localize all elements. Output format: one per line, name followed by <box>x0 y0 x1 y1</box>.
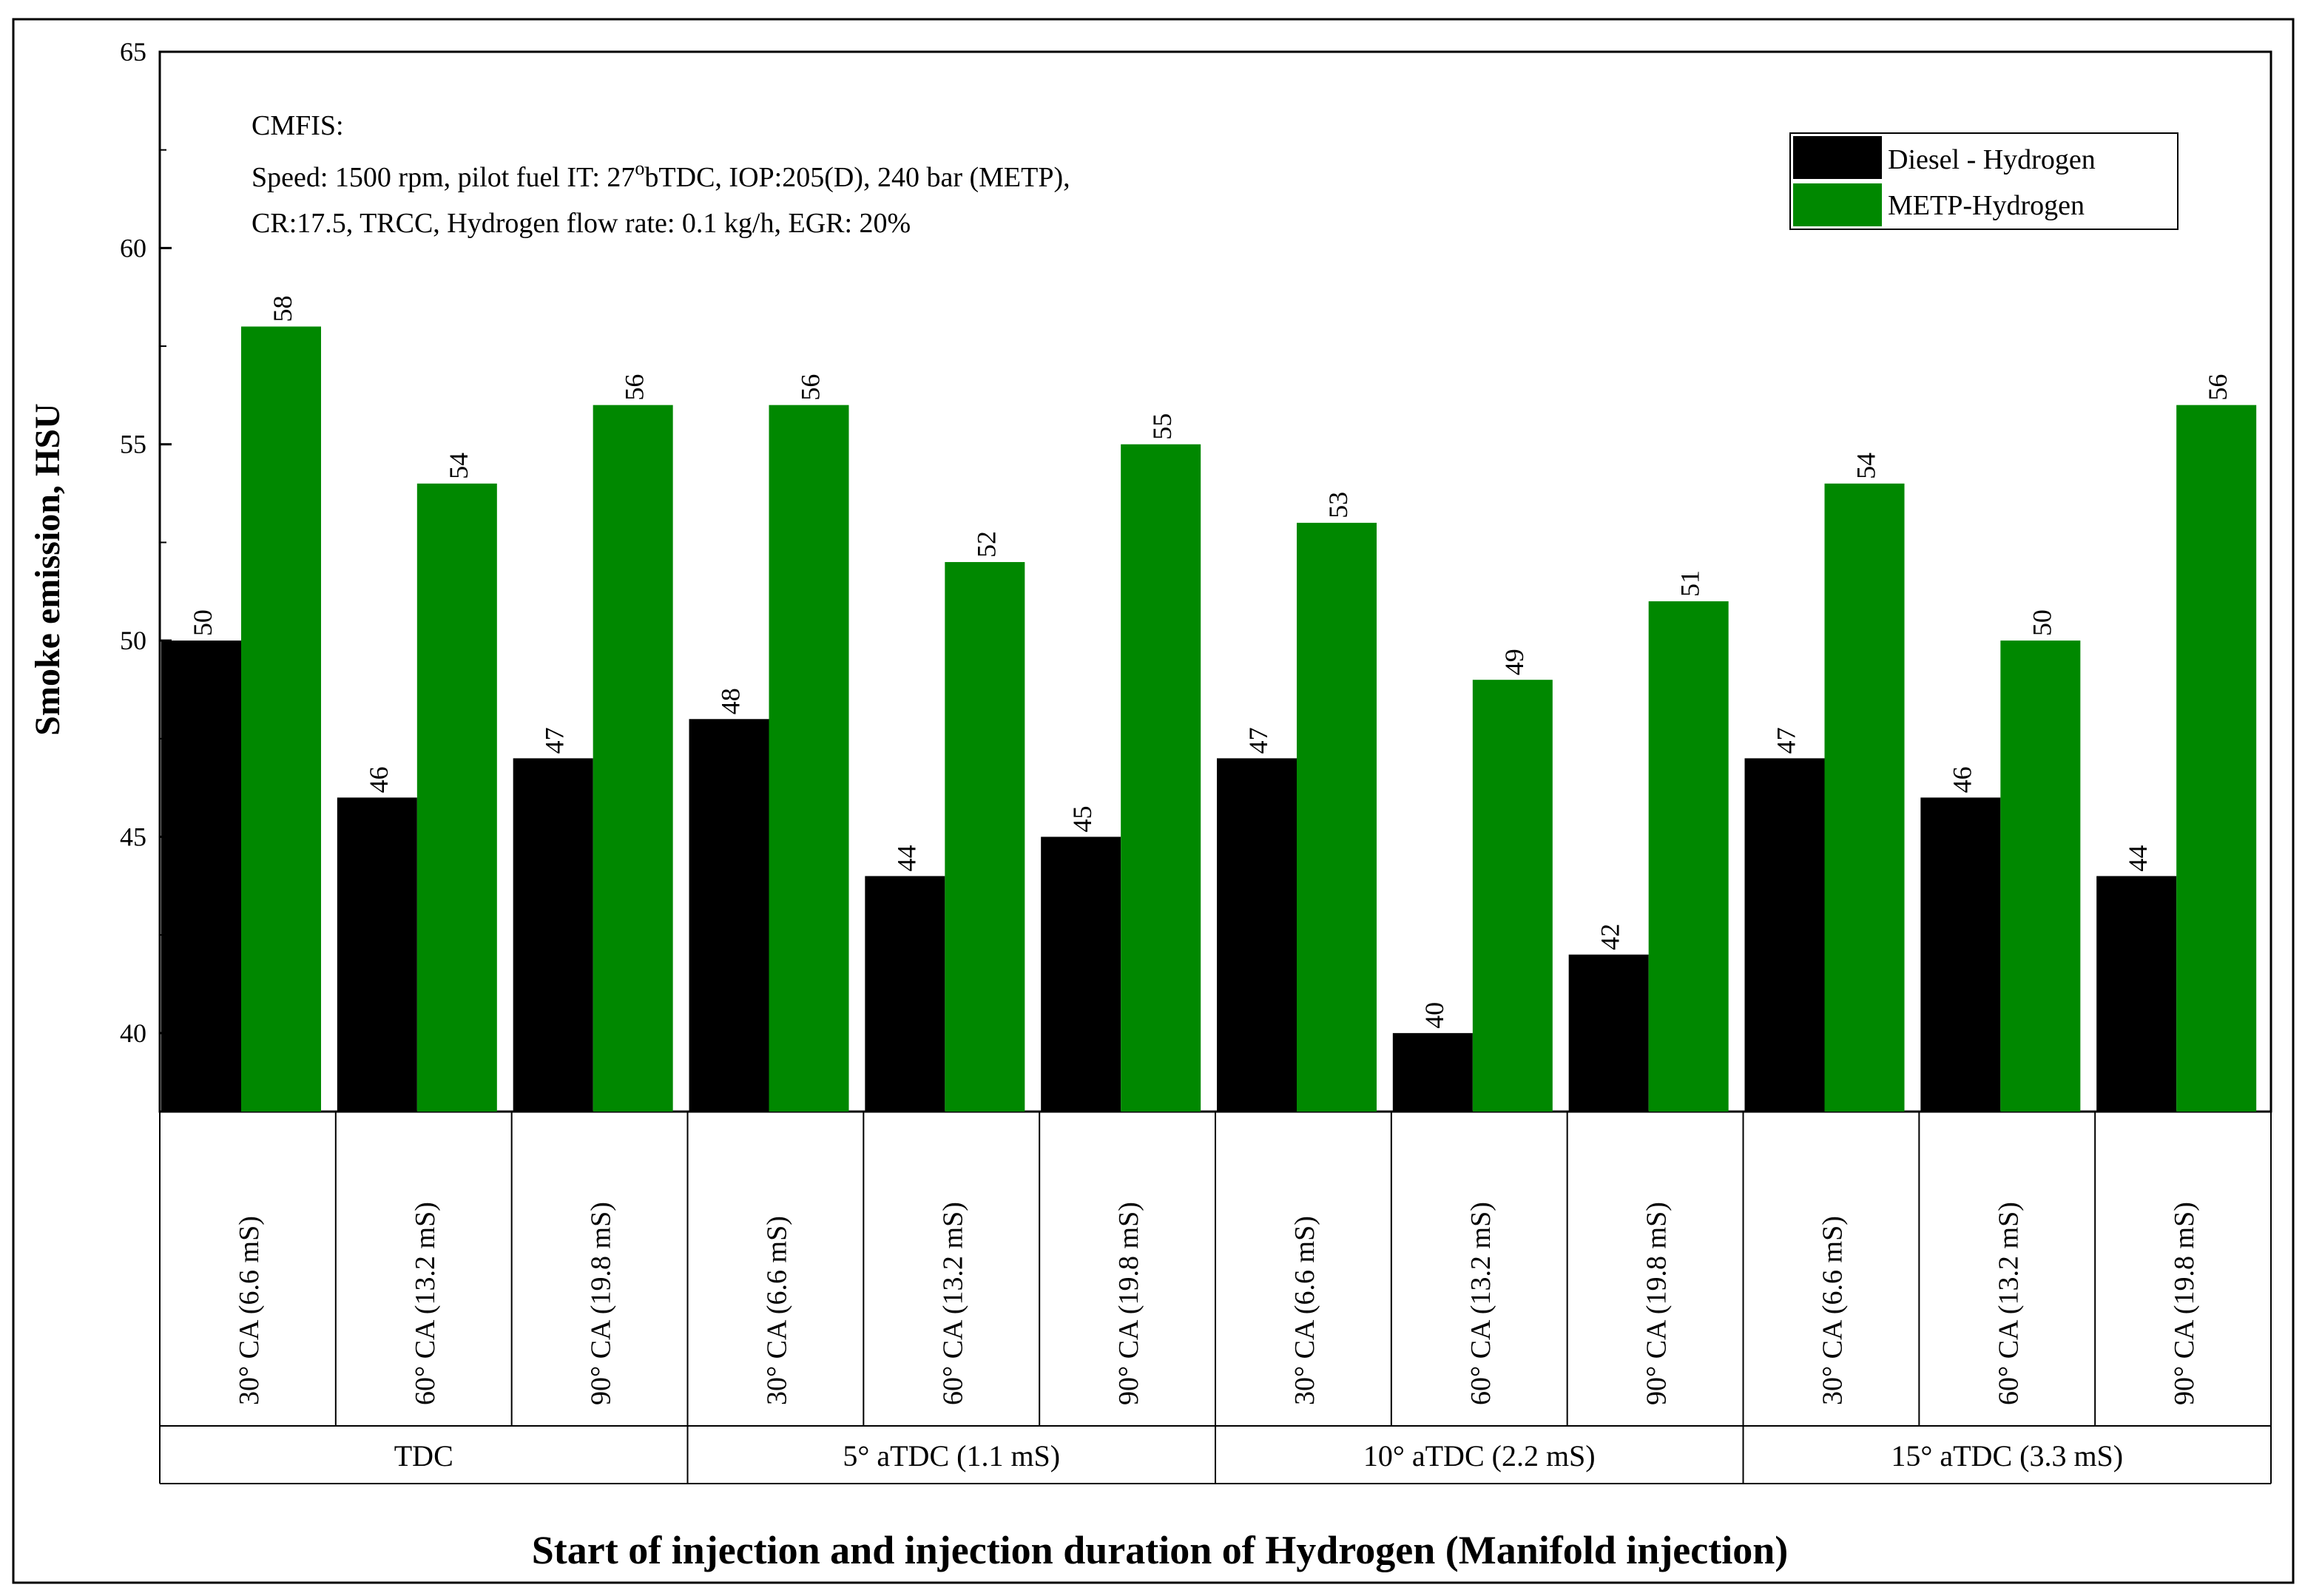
bar-diesel-10 <box>1744 758 1825 1112</box>
bar-metp-3 <box>593 405 673 1112</box>
legend-swatch-metp <box>1793 183 1882 226</box>
bar-value-label: 54 <box>444 453 473 479</box>
y-axis-title: Smoke emission, HSU <box>28 403 67 735</box>
annotation-line-2: Speed: 1500 rpm, pilot fuel IT: 27obTDC,… <box>252 158 1070 193</box>
bar-diesel-11 <box>1920 797 2001 1112</box>
bar-value-label: 46 <box>1947 766 1977 793</box>
y-tick-label: 50 <box>120 626 146 655</box>
category-label: 30° CA (6.6 mS) <box>761 1216 792 1405</box>
bar-diesel-9 <box>1568 954 1649 1112</box>
category-label: 90° CA (19.8 mS) <box>1113 1202 1144 1405</box>
annotation-line-1: CMFIS: <box>252 110 344 141</box>
bar-value-label: 53 <box>1323 492 1353 518</box>
bar-value-label: 47 <box>1772 727 1801 754</box>
bar-value-label: 47 <box>1243 727 1273 754</box>
bar-value-label: 44 <box>2123 845 2153 872</box>
bar-metp-12 <box>2176 405 2257 1112</box>
bar-value-label: 56 <box>796 374 826 401</box>
bar-value-label: 51 <box>1675 570 1705 597</box>
bar-value-label: 50 <box>2027 609 2056 636</box>
bar-value-label: 55 <box>1147 413 1177 440</box>
y-tick-label: 45 <box>120 822 146 851</box>
y-tick-label: 60 <box>120 233 146 263</box>
bar-diesel-6 <box>1041 836 1121 1112</box>
bar-metp-1 <box>241 326 321 1112</box>
bar-diesel-2 <box>337 797 417 1112</box>
legend-label-diesel: Diesel - Hydrogen <box>1888 144 2096 175</box>
bar-metp-2 <box>416 483 497 1112</box>
legend-swatch-diesel <box>1793 136 1882 179</box>
bar-diesel-8 <box>1392 1032 1473 1112</box>
category-label: 60° CA (13.2 mS) <box>1993 1202 2024 1405</box>
bar-diesel-12 <box>2096 876 2177 1112</box>
bar-value-label: 56 <box>620 374 649 401</box>
group-label: 15° aTDC (3.3 mS) <box>1891 1439 2123 1472</box>
category-label: 90° CA (19.8 mS) <box>586 1202 617 1405</box>
group-label: TDC <box>394 1439 453 1472</box>
bar-value-label: 56 <box>2203 374 2233 401</box>
annotation-line-2b: bTDC, IOP:205(D), 240 bar (METP), <box>644 162 1070 193</box>
category-label: 30° CA (6.6 mS) <box>234 1216 265 1405</box>
bar-diesel-5 <box>865 876 945 1112</box>
legend-label-metp: METP-Hydrogen <box>1888 190 2085 221</box>
bar-metp-11 <box>2000 640 2081 1112</box>
bar-value-label: 46 <box>364 766 394 793</box>
bar-value-label: 49 <box>1499 649 1529 675</box>
bar-value-label: 40 <box>1420 1002 1449 1029</box>
bar-metp-4 <box>769 405 849 1112</box>
category-label: 60° CA (13.2 mS) <box>1465 1202 1496 1405</box>
category-label: 30° CA (6.6 mS) <box>1289 1216 1320 1405</box>
bar-value-label: 42 <box>1596 924 1625 950</box>
group-label: 5° aTDC (1.1 mS) <box>843 1439 1060 1472</box>
bar-metp-9 <box>1648 601 1729 1112</box>
bar-value-label: 52 <box>971 531 1001 558</box>
bar-value-label: 50 <box>188 609 217 636</box>
bar-metp-8 <box>1472 680 1553 1112</box>
bar-metp-6 <box>1121 444 1201 1112</box>
annotation-line-3: CR:17.5, TRCC, Hydrogen flow rate: 0.1 k… <box>252 208 911 239</box>
category-label: 60° CA (13.2 mS) <box>410 1202 441 1405</box>
legend: Diesel - Hydrogen METP-Hydrogen <box>1789 132 2179 230</box>
y-tick-label: 40 <box>120 1018 146 1048</box>
bar-value-label: 54 <box>1852 453 1881 479</box>
bar-metp-5 <box>945 561 1025 1112</box>
bar-diesel-4 <box>689 719 769 1112</box>
category-label: 90° CA (19.8 mS) <box>2169 1202 2200 1405</box>
category-label: 60° CA (13.2 mS) <box>937 1202 968 1405</box>
annotation-superscript: o <box>635 158 644 179</box>
annotation: CMFIS: Speed: 1500 rpm, pilot fuel IT: 2… <box>252 110 1070 239</box>
bar-value-label: 45 <box>1067 805 1097 832</box>
y-tick-label: 55 <box>120 430 146 459</box>
bar-value-label: 44 <box>891 845 921 872</box>
bar-value-label: 47 <box>540 727 570 754</box>
annotation-line-2a: Speed: 1500 rpm, pilot fuel IT: 27 <box>252 162 635 193</box>
x-axis-title: Start of injection and injection duratio… <box>532 1528 1788 1572</box>
bar-metp-7 <box>1297 522 1377 1112</box>
category-label: 90° CA (19.8 mS) <box>1641 1202 1673 1405</box>
bar-value-label: 58 <box>268 296 297 322</box>
y-tick-label: 65 <box>120 37 146 67</box>
bar-diesel-1 <box>161 640 241 1112</box>
bar-value-label: 48 <box>716 688 746 714</box>
bar-diesel-3 <box>513 758 593 1112</box>
group-label: 10° aTDC (2.2 mS) <box>1363 1439 1596 1472</box>
bar-metp-10 <box>1824 483 1905 1112</box>
category-label: 30° CA (6.6 mS) <box>1817 1216 1848 1405</box>
figure-border <box>12 18 2295 1584</box>
bar-diesel-7 <box>1217 758 1297 1112</box>
